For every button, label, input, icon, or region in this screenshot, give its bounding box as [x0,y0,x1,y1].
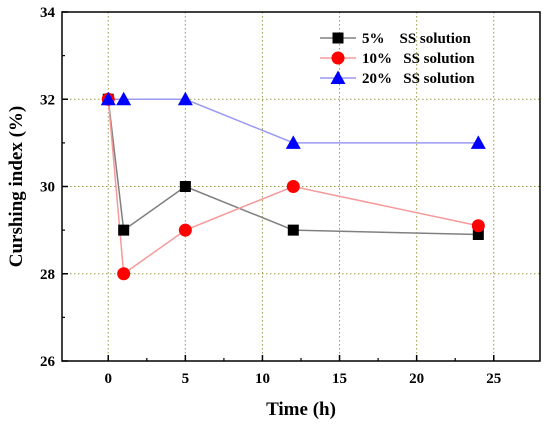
data-point-series-2 [178,223,192,237]
series-markers [100,91,486,281]
x-tick-label: 15 [332,371,347,387]
x-tick-label: 25 [486,371,501,387]
axis-ticks: 0 5 10 15 20 25 26 28 30 32 34 [40,5,501,387]
x-tick-label: 0 [105,371,113,387]
legend-marker-1 [332,32,344,44]
x-axis-label: Time (h) [266,399,336,420]
y-tick-label: 34 [40,5,56,21]
y-tick-label: 30 [40,180,55,196]
y-tick-label: 32 [40,92,55,108]
x-tick-label: 5 [182,371,190,387]
legend-label-2: 10% SS solution [362,51,475,67]
x-tick-label: 10 [255,371,270,387]
y-tick-label: 26 [40,354,56,370]
data-point-series-3 [177,91,193,106]
data-point-series-2 [117,267,131,281]
data-point-series-1 [118,224,130,236]
data-point-series-3 [470,135,486,149]
y-tick-label: 28 [40,267,55,283]
data-point-series-2 [286,180,300,193]
legend: 5% SS solution 10% SS solution 20% SS solu… [320,31,475,87]
legend-label-1: 5% SS solution [362,31,471,47]
data-point-series-3 [100,91,116,106]
x-tick-label: 20 [409,371,424,387]
data-point-series-1 [179,181,191,192]
legend-marker-3 [330,70,346,84]
y-axis-label: Curshing index (%) [6,106,27,268]
data-point-series-1 [287,224,299,236]
legend-label-3: 20% SS solution [362,71,475,87]
data-point-series-1 [472,228,484,240]
data-point-series-3 [116,91,132,106]
legend-marker-2 [331,51,345,65]
data-point-series-2 [471,219,485,233]
data-point-series-3 [285,135,301,149]
